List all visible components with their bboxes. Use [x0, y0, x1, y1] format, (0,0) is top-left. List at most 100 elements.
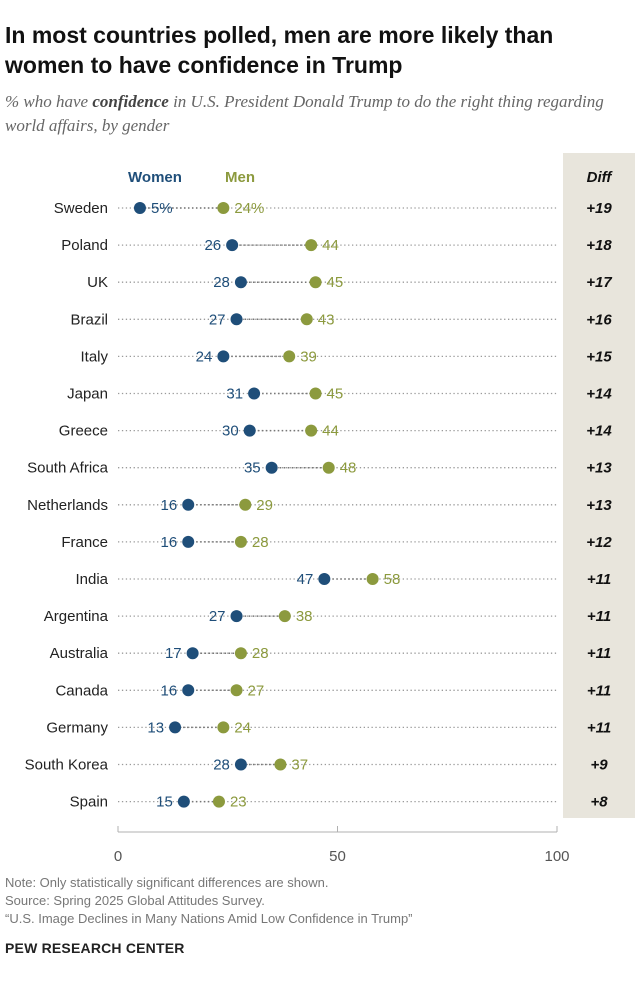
men-dot [305, 424, 318, 437]
women-dot [217, 350, 230, 363]
men-dot [234, 647, 247, 660]
diff-value: +16 [586, 311, 612, 328]
diff-value: +8 [590, 794, 608, 811]
chart-title: In most countries polled, men are more l… [5, 22, 554, 78]
men-value-label: 27 [248, 682, 265, 699]
women-dot [182, 498, 195, 511]
women-dot [265, 461, 278, 474]
women-dot [177, 795, 190, 808]
men-dot [322, 461, 335, 474]
diff-value: +14 [586, 386, 612, 403]
women-dot [230, 313, 243, 326]
men-value-label: 24% [234, 200, 264, 217]
x-axis-tick-label: 100 [544, 848, 569, 865]
women-dot [169, 721, 182, 734]
country-label: UK [87, 274, 108, 291]
men-value-label: 44 [322, 423, 339, 440]
men-dot [239, 498, 252, 511]
women-dot [234, 276, 247, 289]
men-value-label: 23 [230, 794, 247, 811]
diff-value: +11 [587, 719, 611, 736]
women-value-label: 26 [204, 237, 221, 254]
men-value-label: 48 [340, 460, 357, 477]
women-dot [182, 684, 195, 697]
men-value-label: 44 [322, 237, 339, 254]
men-dot [217, 202, 230, 214]
women-dot [230, 610, 243, 623]
country-label: Netherlands [27, 497, 108, 514]
men-dot [278, 610, 291, 623]
men-value-label: 45 [327, 274, 344, 291]
men-dot [309, 276, 322, 289]
diff-value: +11 [587, 608, 611, 625]
diff-value: +11 [587, 645, 611, 662]
country-label: Japan [67, 386, 108, 403]
women-dot [234, 758, 247, 771]
country-label: Brazil [70, 311, 108, 328]
women-dot [226, 239, 239, 252]
subtitle-text-before: % who have [5, 92, 93, 111]
men-value-label: 45 [327, 386, 344, 403]
country-label: Greece [59, 423, 108, 440]
women-dot [243, 424, 256, 437]
women-value-label: 16 [161, 534, 178, 551]
country-label: South Africa [27, 460, 109, 477]
country-label: Sweden [54, 200, 108, 217]
diff-value: +14 [586, 423, 612, 440]
footer-report: “U.S. Image Declines in Many Nations Ami… [5, 911, 413, 926]
footer-source: Source: Spring 2025 Global Attitudes Sur… [5, 893, 265, 908]
country-label: Australia [50, 645, 109, 662]
country-label: Spain [70, 794, 108, 811]
diff-value: +13 [586, 497, 612, 514]
women-value-label: 27 [209, 608, 226, 625]
women-value-label: 28 [213, 274, 230, 291]
country-label: France [61, 534, 108, 551]
women-value-label: 17 [165, 645, 182, 662]
legend-men: Men [225, 169, 255, 186]
men-value-label: 58 [384, 571, 401, 588]
men-dot [283, 350, 296, 363]
men-dot [230, 684, 243, 697]
women-dot [186, 647, 199, 660]
men-value-label: 29 [256, 497, 273, 514]
chart-subtitle: % who have confidence in U.S. President … [5, 90, 615, 138]
women-value-label: 35 [244, 460, 261, 477]
men-dot [300, 313, 313, 326]
x-axis-tick-label: 0 [114, 848, 122, 865]
men-dot [305, 239, 318, 252]
x-axis-tick-label: 50 [329, 848, 346, 865]
men-dot [274, 758, 287, 771]
diff-column-background [563, 153, 635, 818]
men-dot [366, 573, 379, 585]
country-label: Canada [55, 682, 108, 699]
country-label: Poland [61, 237, 108, 254]
men-dot [309, 387, 322, 400]
diff-value: +11 [587, 682, 611, 699]
country-label: Germany [46, 719, 108, 736]
diff-value: +17 [586, 274, 612, 291]
men-value-label: 28 [252, 534, 269, 551]
diff-value: +13 [586, 460, 612, 477]
men-value-label: 38 [296, 608, 313, 625]
dot-plot-chart: Diff Women Men Sweden 5% 24% +19 Poland 26 44 +18 U… [25, 153, 635, 865]
men-dot [234, 535, 247, 548]
country-label: South Korea [25, 757, 109, 774]
footer-note: Note: Only statistically significant dif… [5, 875, 329, 890]
country-label: Argentina [44, 608, 109, 625]
men-value-label: 28 [252, 645, 269, 662]
country-label: Italy [80, 348, 108, 365]
diff-value: +18 [586, 237, 612, 254]
legend-women: Women [128, 169, 182, 186]
men-value-label: 24 [234, 719, 251, 736]
diff-value: +19 [586, 200, 612, 217]
diff-value: +15 [586, 348, 612, 365]
men-dot [217, 721, 230, 734]
women-value-label: 13 [147, 719, 164, 736]
women-value-label: 28 [213, 757, 230, 774]
subtitle-text-after: in U.S. President Donald Trump to do the… [5, 92, 604, 135]
men-dot [212, 795, 225, 808]
men-value-label: 39 [300, 348, 317, 365]
women-value-label: 24 [196, 348, 213, 365]
women-dot [133, 202, 146, 214]
women-dot [248, 387, 261, 400]
